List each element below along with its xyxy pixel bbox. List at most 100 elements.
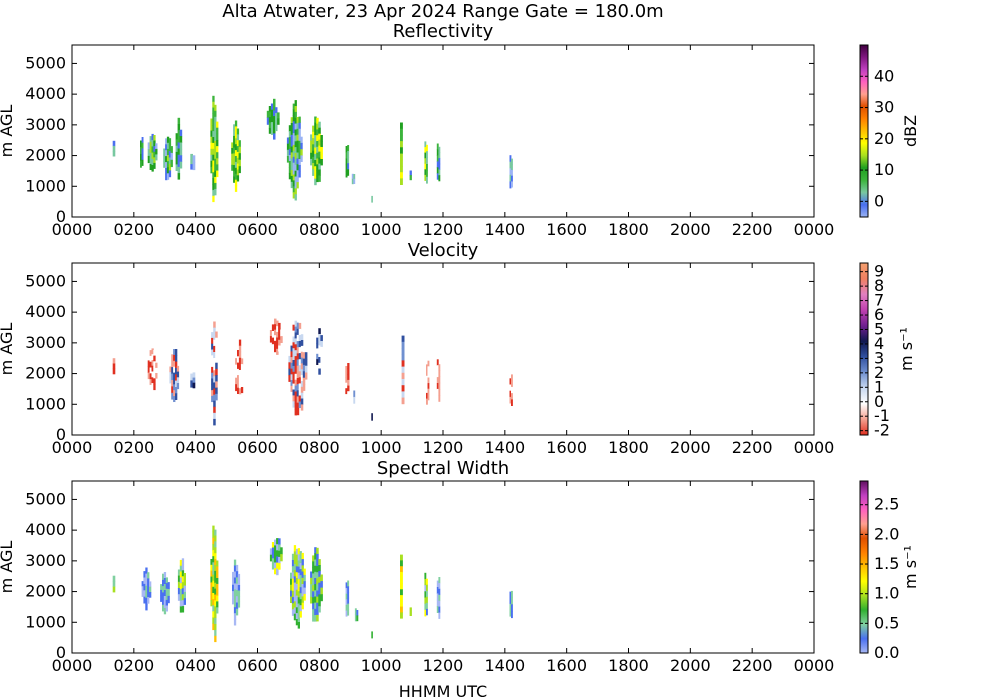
echo-cell bbox=[216, 560, 219, 567]
echo-cell bbox=[302, 384, 306, 391]
y-axis-label: m AGL bbox=[0, 541, 16, 594]
plot-area bbox=[71, 480, 815, 654]
echo-cell bbox=[271, 344, 275, 352]
echo-cell bbox=[235, 371, 238, 379]
echo-cell bbox=[288, 149, 292, 156]
echo-cell bbox=[299, 593, 302, 600]
echo-cell bbox=[400, 577, 403, 584]
echo-cell bbox=[345, 610, 348, 617]
echo-cell bbox=[292, 156, 295, 164]
echo-cell bbox=[511, 393, 513, 400]
echo-cell bbox=[312, 169, 315, 176]
echo-cell bbox=[426, 381, 428, 388]
echo-cell bbox=[179, 594, 183, 601]
colorbar-tick-label: 5 bbox=[874, 319, 884, 338]
echo-cell bbox=[214, 606, 217, 613]
echo-cell bbox=[296, 122, 299, 130]
echo-cell bbox=[276, 544, 279, 551]
echo-cell bbox=[214, 146, 217, 154]
echo-cell bbox=[301, 590, 304, 597]
echo-cell bbox=[214, 547, 217, 554]
echo-cell bbox=[316, 560, 319, 567]
echo-cell bbox=[192, 155, 196, 163]
echo-cell bbox=[213, 418, 216, 426]
echo-cell bbox=[312, 585, 315, 592]
echo-cell bbox=[304, 352, 308, 360]
echo-cell bbox=[234, 138, 238, 145]
echo-cell bbox=[173, 384, 176, 391]
echo-cell bbox=[298, 383, 302, 390]
echo-cell bbox=[301, 584, 304, 591]
echo-cell bbox=[424, 169, 427, 176]
echo-cell bbox=[237, 579, 241, 586]
echo-cell bbox=[216, 578, 219, 585]
echo-cell bbox=[409, 175, 412, 181]
echo-cell bbox=[166, 148, 170, 156]
echo-cell bbox=[424, 152, 427, 159]
echo-cell bbox=[400, 612, 403, 619]
echo-cell bbox=[153, 162, 156, 169]
echo-cell bbox=[438, 370, 441, 377]
echo-cell bbox=[177, 124, 181, 131]
echo-cell bbox=[215, 375, 218, 382]
echo-cell bbox=[212, 611, 215, 618]
echo-cell bbox=[401, 341, 405, 349]
echo-cell bbox=[179, 161, 183, 169]
echo-cell bbox=[216, 146, 219, 153]
echo-cell bbox=[312, 125, 315, 133]
echo-cell bbox=[153, 378, 156, 385]
echo-cell bbox=[145, 567, 148, 574]
echo-cell bbox=[234, 120, 238, 127]
echo-cell bbox=[298, 146, 301, 154]
echo-cell bbox=[270, 122, 274, 129]
colorbar-tick-label: 2.0 bbox=[874, 524, 899, 543]
echo-cell bbox=[371, 413, 373, 421]
echo-cell bbox=[298, 365, 302, 372]
echo-cell bbox=[147, 366, 150, 373]
echo-cell bbox=[234, 126, 238, 133]
echo-cell bbox=[235, 571, 239, 578]
echo-cell bbox=[292, 127, 295, 134]
echo-cell bbox=[210, 136, 213, 144]
echo-cell bbox=[153, 140, 156, 147]
echo-cell bbox=[310, 571, 313, 579]
echo-cell bbox=[314, 590, 317, 597]
echo-cell bbox=[173, 396, 176, 403]
echo-cell bbox=[297, 572, 300, 580]
echo-cell bbox=[175, 355, 178, 362]
plot-area bbox=[71, 44, 815, 218]
echo-cell bbox=[400, 600, 403, 608]
echo-cell bbox=[149, 373, 152, 380]
echo-cell bbox=[511, 611, 513, 619]
echo-cell bbox=[426, 387, 428, 394]
echo-cell bbox=[294, 332, 298, 339]
echo-cell bbox=[316, 578, 319, 585]
echo-cell bbox=[294, 373, 298, 381]
echo-cell bbox=[149, 379, 152, 386]
echo-cell bbox=[214, 188, 217, 196]
echo-cell bbox=[509, 603, 512, 611]
echo-cell bbox=[320, 352, 323, 360]
echo-cell bbox=[424, 141, 427, 148]
echo-cell bbox=[211, 378, 214, 385]
echo-cell bbox=[213, 364, 216, 371]
echo-cell bbox=[292, 133, 295, 140]
echo-cell bbox=[320, 159, 323, 166]
echo-cell bbox=[293, 582, 297, 590]
echo-cell bbox=[290, 181, 293, 189]
echo-cell bbox=[155, 373, 158, 379]
echo-cell bbox=[140, 153, 142, 161]
echo-cell bbox=[293, 601, 297, 608]
echo-segment bbox=[436, 143, 441, 182]
echo-cell bbox=[278, 556, 281, 564]
echo-cell bbox=[214, 635, 217, 643]
echo-cell bbox=[112, 140, 116, 147]
echo-cell bbox=[274, 318, 277, 325]
echo-cell bbox=[268, 117, 272, 123]
echo-cell bbox=[316, 572, 319, 579]
echo-cell bbox=[297, 615, 300, 623]
echo-cell bbox=[235, 577, 239, 585]
y-tick-label: 5000 bbox=[25, 53, 66, 72]
echo-cell bbox=[274, 340, 277, 347]
echo-cell bbox=[211, 361, 214, 368]
